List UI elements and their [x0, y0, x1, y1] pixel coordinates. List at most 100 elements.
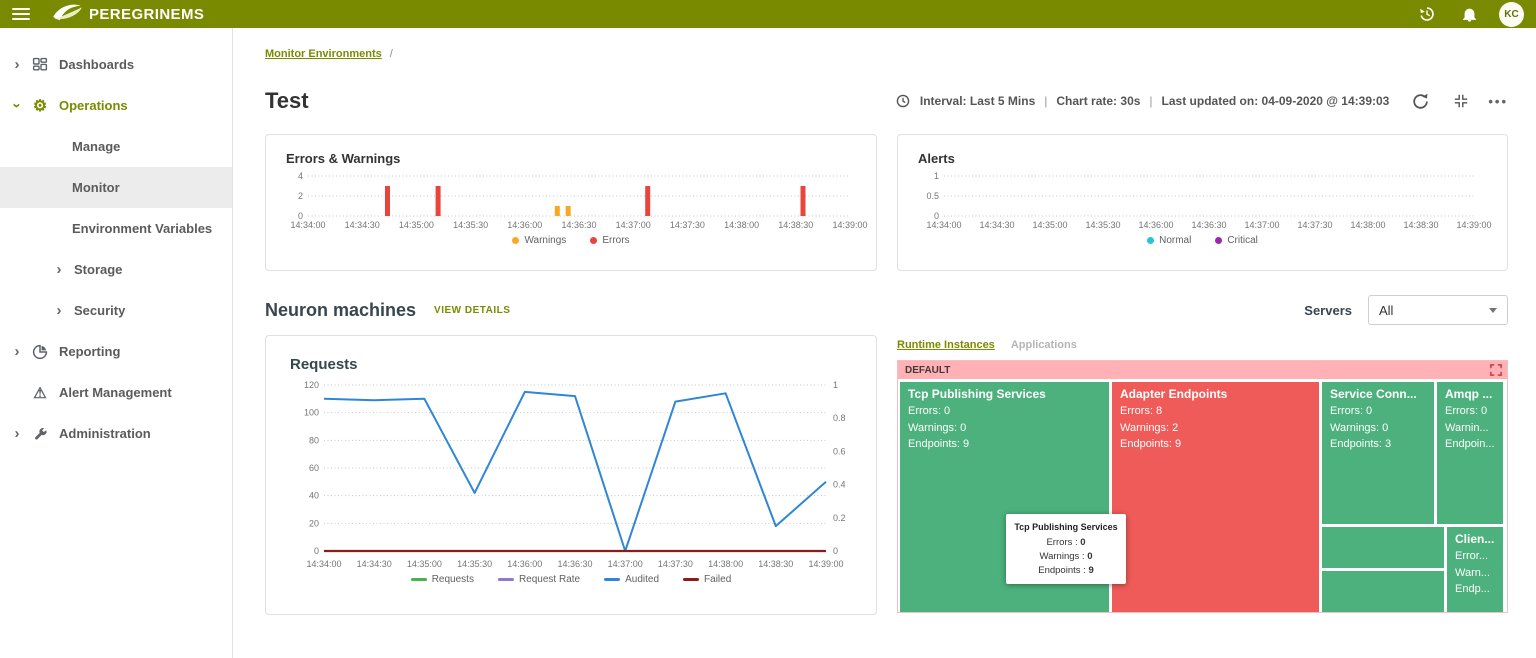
chevron-right-icon: › — [52, 262, 66, 277]
svg-text:1: 1 — [833, 380, 838, 390]
svg-text:14:38:00: 14:38:00 — [724, 220, 759, 230]
sidebar-item-label: Dashboards — [59, 57, 134, 72]
view-details-link[interactable]: VIEW DETAILS — [434, 305, 510, 316]
legend-request-rate[interactable]: Request Rate — [498, 574, 580, 585]
svg-text:14:37:00: 14:37:00 — [1244, 220, 1279, 230]
requests-title: Requests — [290, 356, 856, 373]
requests-chart: 02040608010012000.20.40.60.8114:34:0014:… — [286, 375, 856, 573]
clock-icon — [895, 89, 911, 113]
requests-legend: Requests Request Rate Audited Failed — [286, 574, 856, 585]
warning-triangle-icon: ⚠ — [30, 384, 50, 402]
alerts-chart: 00.5114:34:0014:34:3014:35:0014:35:3014:… — [916, 168, 1484, 234]
page-title: Test — [265, 88, 309, 114]
tab-applications[interactable]: Applications — [1011, 339, 1077, 351]
svg-text:14:35:00: 14:35:00 — [1032, 220, 1067, 230]
tab-runtime-instances[interactable]: Runtime Instances — [897, 339, 995, 351]
sidebar-item-alert-management[interactable]: ⚠ Alert Management — [0, 372, 232, 413]
sidebar-item-security[interactable]: › Security — [0, 290, 232, 331]
sidebar-item-manage[interactable]: Manage — [0, 126, 232, 167]
svg-text:0.2: 0.2 — [833, 513, 846, 523]
treemap: DEFAULT Tcp Publishing Services Errors: … — [897, 360, 1508, 613]
errors-dot-icon — [590, 237, 597, 244]
sidebar-item-storage[interactable]: › Storage — [0, 249, 232, 290]
svg-text:14:37:00: 14:37:00 — [608, 559, 643, 569]
history-icon[interactable] — [1417, 4, 1437, 24]
svg-text:14:39:00: 14:39:00 — [832, 220, 867, 230]
svg-text:14:39:00: 14:39:00 — [808, 559, 843, 569]
sidebar-item-label: Operations — [59, 98, 128, 113]
servers-select[interactable]: All — [1368, 295, 1508, 325]
normal-dot-icon — [1147, 237, 1154, 244]
servers-filter: Servers All — [1304, 295, 1508, 325]
svg-text:2: 2 — [298, 191, 303, 201]
notifications-bell-icon[interactable] — [1459, 4, 1479, 24]
more-options-icon[interactable]: ••• — [1488, 94, 1508, 109]
refresh-meta: Interval: Last 5 Mins | Chart rate: 30s … — [895, 89, 1508, 113]
refresh-icon[interactable] — [1408, 89, 1432, 113]
neuron-machines-title: Neuron machines — [265, 300, 416, 321]
request-rate-line-icon — [498, 578, 514, 581]
svg-text:14:38:30: 14:38:30 — [758, 559, 793, 569]
errors-warnings-card: Errors & Warnings 02414:34:0014:34:3014:… — [265, 134, 877, 271]
critical-dot-icon — [1215, 237, 1222, 244]
svg-text:80: 80 — [309, 435, 319, 445]
sidebar-item-label: Monitor — [72, 180, 120, 195]
alerts-legend: Normal Critical — [916, 235, 1489, 246]
errors-warnings-legend: Warnings Errors — [284, 235, 858, 246]
user-avatar[interactable]: KC — [1499, 2, 1524, 27]
treemap-tabs: Runtime Instances Applications — [897, 335, 1508, 355]
svg-text:20: 20 — [309, 518, 319, 528]
sidebar-item-reporting[interactable]: › Reporting — [0, 331, 232, 372]
svg-text:14:34:00: 14:34:00 — [290, 220, 325, 230]
sidebar-item-dashboards[interactable]: › Dashboards — [0, 44, 232, 85]
svg-text:14:35:30: 14:35:30 — [457, 559, 492, 569]
legend-normal[interactable]: Normal — [1147, 235, 1191, 246]
svg-text:14:34:30: 14:34:30 — [979, 220, 1014, 230]
legend-failed[interactable]: Failed — [683, 574, 731, 585]
sidebar-item-operations[interactable]: › ⚙ Operations — [0, 85, 232, 126]
treemap-cell-adapter-endpoints[interactable]: Adapter Endpoints Errors: 8 Warnings: 2 … — [1112, 382, 1319, 612]
wrench-icon — [30, 426, 50, 441]
requests-line-icon — [411, 578, 427, 581]
sidebar-item-administration[interactable]: › Administration — [0, 413, 232, 454]
legend-errors[interactable]: Errors — [590, 235, 629, 246]
treemap-cell-unlabeled-2[interactable] — [1322, 571, 1444, 612]
sidebar-item-label: Security — [74, 303, 125, 318]
last-updated-text: Last updated on: 04-09-2020 @ 14:39:03 — [1162, 94, 1390, 108]
sidebar-item-label: Manage — [72, 139, 120, 154]
svg-text:0.4: 0.4 — [833, 480, 846, 490]
treemap-cell-unlabeled-1[interactable] — [1322, 527, 1444, 568]
caret-down-icon — [1489, 308, 1497, 313]
svg-text:14:37:30: 14:37:30 — [670, 220, 705, 230]
hamburger-menu-icon[interactable] — [12, 8, 30, 20]
sidebar-item-environment-variables[interactable]: Environment Variables — [0, 208, 232, 249]
svg-text:0.6: 0.6 — [833, 446, 846, 456]
svg-text:14:35:30: 14:35:30 — [1085, 220, 1120, 230]
brand-name: PEREGRINEMS — [89, 6, 204, 23]
svg-text:4: 4 — [298, 171, 303, 181]
chevron-down-icon: › — [10, 99, 25, 113]
dashboards-grid-icon — [30, 57, 50, 73]
svg-text:14:38:30: 14:38:30 — [778, 220, 813, 230]
svg-text:14:36:00: 14:36:00 — [507, 220, 542, 230]
errors-warnings-title: Errors & Warnings — [286, 151, 858, 166]
svg-text:120: 120 — [304, 380, 319, 390]
treemap-expand-icon[interactable] — [1490, 364, 1502, 376]
interval-text: Interval: Last 5 Mins — [920, 94, 1035, 108]
legend-critical[interactable]: Critical — [1215, 235, 1258, 246]
treemap-cell-clien[interactable]: Clien... Error... Warn... Endp... — [1447, 527, 1503, 612]
compress-icon[interactable] — [1449, 89, 1473, 113]
breadcrumb-separator: / — [390, 48, 393, 60]
treemap-cell-amqp[interactable]: Amqp ... Errors: 0 Warnin... Endpoin... — [1437, 382, 1503, 524]
legend-requests[interactable]: Requests — [411, 574, 474, 585]
legend-audited[interactable]: Audited — [604, 574, 659, 585]
sidebar-item-label: Reporting — [59, 344, 120, 359]
chevron-right-icon: › — [10, 344, 24, 359]
treemap-cell-service-conn[interactable]: Service Conn... Errors: 0 Warnings: 0 En… — [1322, 382, 1434, 524]
svg-text:14:39:00: 14:39:00 — [1456, 220, 1491, 230]
svg-text:0.8: 0.8 — [833, 413, 846, 423]
sidebar-item-monitor[interactable]: Monitor — [0, 167, 232, 208]
breadcrumb-link-monitor-environments[interactable]: Monitor Environments — [265, 48, 382, 60]
legend-warnings[interactable]: Warnings — [512, 235, 566, 246]
alerts-title: Alerts — [918, 151, 1489, 166]
